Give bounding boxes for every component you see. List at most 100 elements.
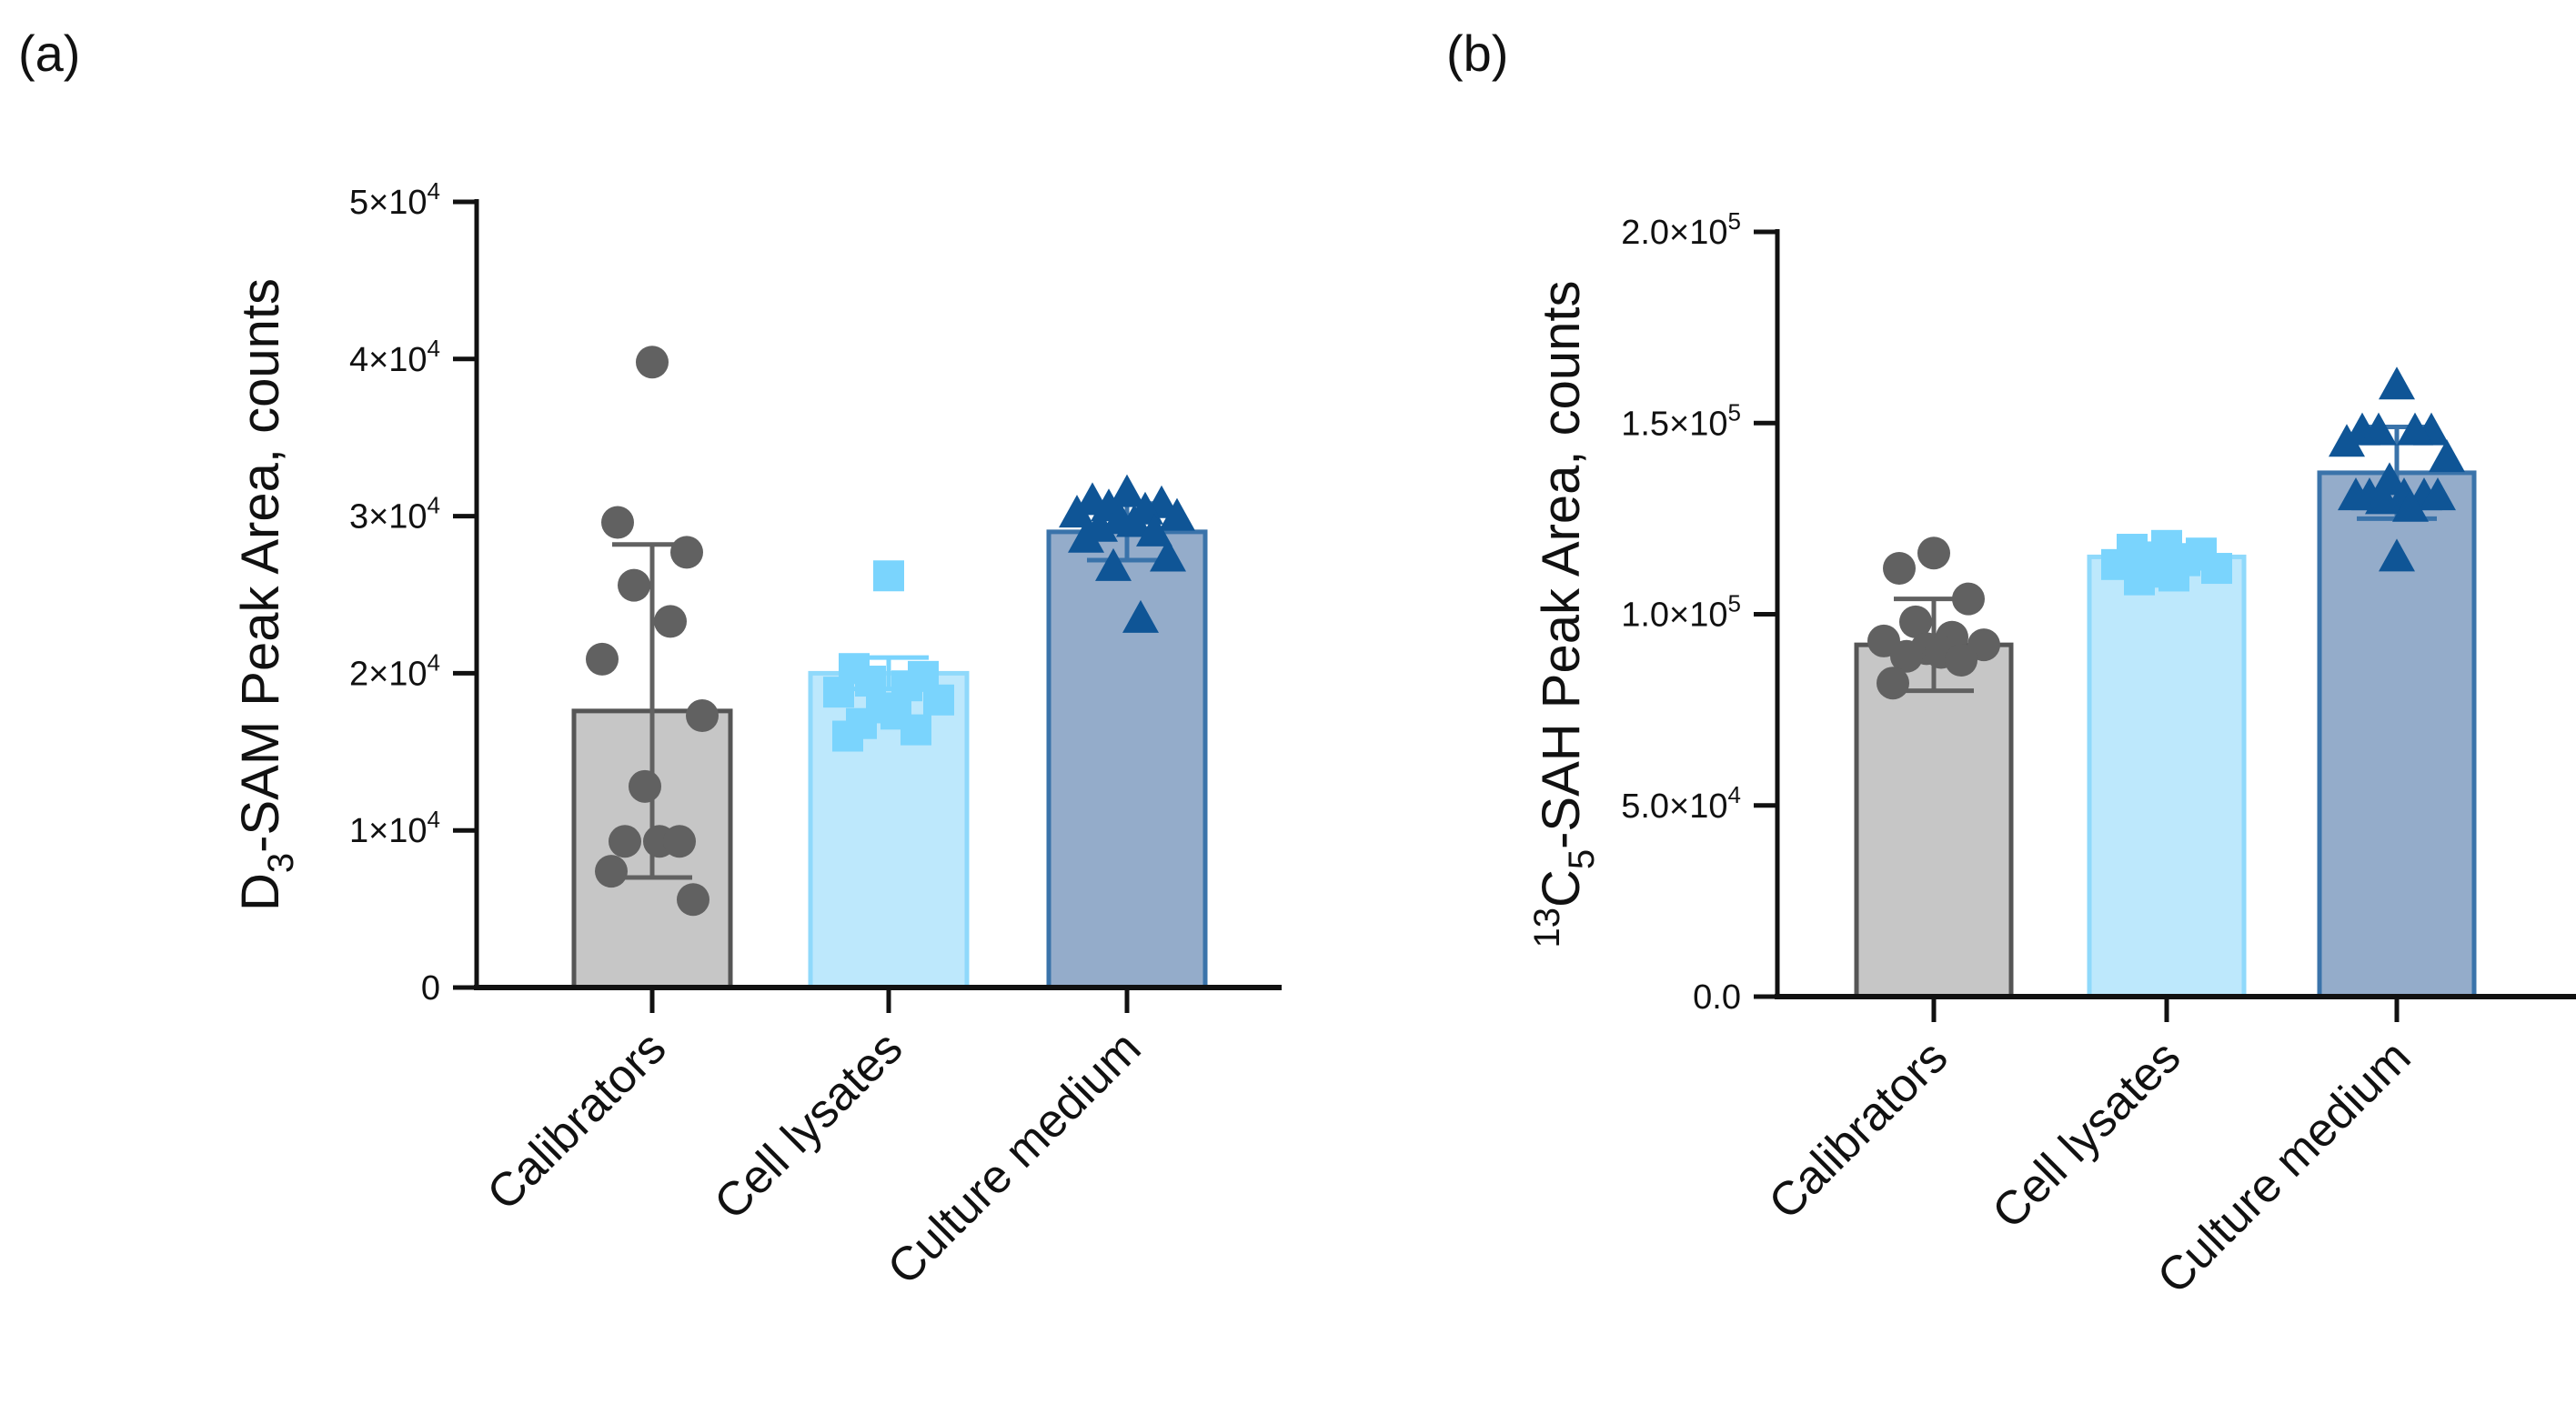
- data-point: [601, 506, 634, 539]
- y-tick-label: 0.0: [1693, 978, 1741, 1017]
- y-tick-label-base: 2×10: [349, 655, 428, 693]
- data-point: [855, 666, 886, 697]
- x-tick-label: Calibrators: [478, 1021, 677, 1220]
- y-tick-label-base: 0: [421, 969, 440, 1008]
- y-tick-label-base: 3×10: [349, 498, 428, 537]
- data-point: [2379, 538, 2415, 572]
- y-axis-title-subscript: 3: [261, 853, 301, 873]
- data-point: [595, 855, 628, 888]
- y-tick-label-base: 1×10: [349, 812, 428, 850]
- bar-culture-medium: [1046, 529, 1208, 990]
- y-tick-label: 3×104: [349, 492, 440, 537]
- data-point: [1917, 537, 1950, 570]
- y-tick-label: 1.5×105: [1621, 398, 1741, 443]
- y-axis-title: D3-SAM Peak Area, counts: [231, 278, 301, 911]
- data-point: [1068, 519, 1104, 553]
- data-point: [1890, 639, 1923, 673]
- y-tick-label: 1×104: [349, 806, 440, 850]
- data-point: [2420, 477, 2456, 511]
- data-point: [2379, 366, 2415, 400]
- y-tick-label: 2×104: [349, 648, 440, 693]
- y-tick-label-base: 1.0×10: [1621, 597, 1727, 635]
- data-point: [2365, 481, 2401, 515]
- y-axis-title: 13C5-SAH Peak Area, counts: [1527, 280, 1602, 948]
- data-point: [2338, 477, 2374, 511]
- y-tick-label-exponent: 4: [1728, 781, 1741, 808]
- data-point: [1877, 667, 1909, 700]
- x-tick-label: Culture medium: [2148, 1030, 2421, 1304]
- bar-calibrators: [1854, 642, 2014, 999]
- y-tick-label: 5.0×104: [1621, 781, 1741, 826]
- y-axis-title-main: C: [1532, 869, 1591, 908]
- y-tick-label-exponent: 5: [1728, 590, 1741, 617]
- bar-cell-lysates: [2087, 554, 2247, 999]
- y-tick-label-exponent: 4: [428, 648, 440, 676]
- x-tick-label: Cell lysates: [704, 1021, 912, 1229]
- y-tick-label-exponent: 4: [428, 177, 440, 205]
- y-tick-label: 2.0×105: [1621, 207, 1741, 252]
- data-point: [1952, 582, 1985, 616]
- data-point: [873, 560, 904, 592]
- data-point: [1159, 497, 1195, 531]
- data-point: [1059, 495, 1095, 528]
- x-tick-label: Calibrators: [1759, 1030, 1958, 1229]
- data-point: [586, 642, 619, 676]
- y-axis-title-rest: -SAH Peak Area, counts: [1532, 280, 1591, 848]
- y-axis-title-main: D: [231, 873, 290, 911]
- data-point: [823, 677, 854, 708]
- data-point: [1150, 538, 1186, 572]
- data-point: [1122, 599, 1159, 633]
- x-tick-label: Cell lysates: [1982, 1030, 2190, 1238]
- data-point: [618, 568, 650, 602]
- data-point: [2201, 553, 2232, 585]
- data-point: [2397, 412, 2433, 446]
- y-tick-label-base: 5.0×10: [1621, 787, 1727, 826]
- panel-label: (b): [1446, 25, 1508, 82]
- data-point: [654, 605, 687, 638]
- y-tick-label-exponent: 4: [428, 492, 440, 519]
- data-point: [636, 346, 669, 379]
- data-point: [1883, 552, 1916, 586]
- data-point: [609, 825, 641, 858]
- data-point: [923, 684, 954, 716]
- data-point: [2158, 560, 2189, 592]
- y-tick-label: 1.0×105: [1621, 590, 1741, 635]
- data-point: [2124, 564, 2155, 596]
- data-point: [677, 883, 709, 917]
- data-point: [2392, 488, 2429, 522]
- y-tick-label: 0: [421, 969, 440, 1008]
- y-tick-label-base: 0.0: [1693, 978, 1741, 1017]
- y-tick-label-base: 2.0×10: [1621, 214, 1727, 252]
- data-point: [686, 699, 719, 733]
- data-point: [1899, 605, 1932, 638]
- y-tick-label-base: 4×10: [349, 341, 428, 379]
- data-point: [1136, 513, 1172, 547]
- panel-label: (a): [18, 25, 80, 82]
- data-point: [1116, 504, 1152, 537]
- y-tick-label-base: 5×10: [349, 184, 428, 222]
- data-point: [2329, 424, 2365, 457]
- y-tick-label-exponent: 4: [428, 806, 440, 833]
- y-tick-label-exponent: 4: [428, 335, 440, 362]
- data-point: [629, 769, 661, 803]
- data-point: [663, 825, 696, 858]
- y-tick-label-exponent: 5: [1728, 398, 1741, 426]
- data-point: [2360, 412, 2397, 446]
- data-point: [832, 720, 863, 752]
- data-point: [901, 714, 931, 746]
- data-point: [1945, 643, 1977, 677]
- y-axis-title-subscript: 5: [1562, 849, 1602, 869]
- y-tick-label-exponent: 5: [1728, 207, 1741, 235]
- x-tick-label: Culture medium: [878, 1021, 1152, 1295]
- data-point: [1109, 474, 1145, 507]
- y-axis-title-rest: -SAM Peak Area, counts: [231, 278, 290, 853]
- y-tick-label: 4×104: [349, 335, 440, 379]
- data-point: [2429, 439, 2465, 473]
- data-point: [1095, 547, 1132, 581]
- data-point: [670, 536, 703, 569]
- y-tick-label: 5×104: [349, 177, 440, 222]
- y-axis-title-superscript: 13: [1527, 908, 1567, 948]
